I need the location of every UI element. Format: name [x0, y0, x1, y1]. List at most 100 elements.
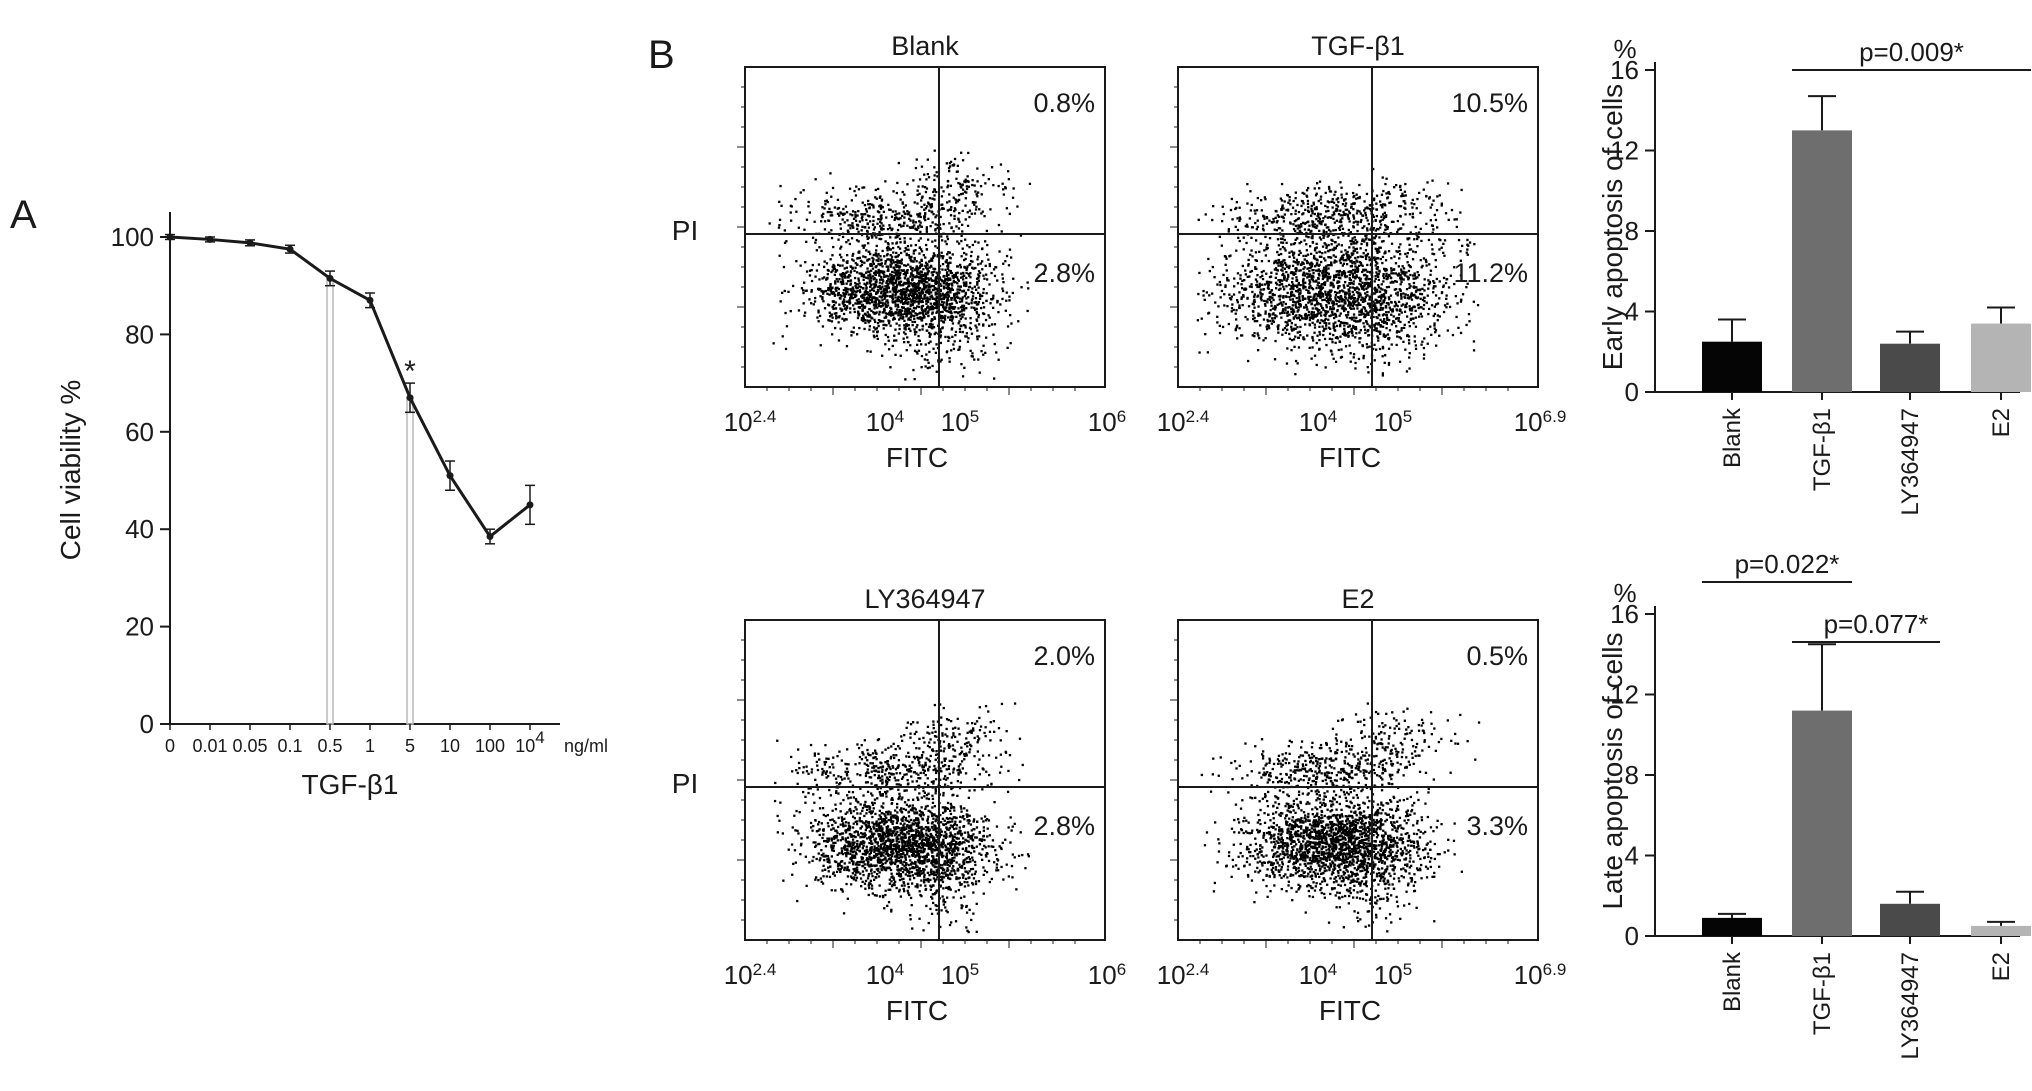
- flow-plot: TGF-β1 10.5% 11.2% 102.4 104 105 106.9 FITC: [1157, 31, 1567, 473]
- x-tick-label: 0.5: [317, 736, 342, 756]
- y-tick-label: 80: [125, 319, 154, 349]
- x-unit-label: ng/ml: [564, 736, 608, 756]
- lower-right-percent: 2.8%: [1033, 258, 1095, 288]
- x-tick-label: 0: [165, 736, 175, 756]
- p-value-label: p=0.009*: [1859, 37, 1964, 67]
- x-axis-title: FITC: [886, 442, 948, 473]
- y-tick-label: 8: [1625, 216, 1639, 246]
- y-tick-label: 20: [125, 612, 154, 642]
- bar: [1971, 323, 2031, 392]
- x-tick-label: 104: [1299, 960, 1337, 991]
- x-tick-label: 100: [475, 736, 505, 756]
- x-axis-title: FITC: [886, 995, 948, 1026]
- x-tick-label: 105: [941, 407, 979, 438]
- plot-title: TGF-β1: [1311, 31, 1405, 61]
- x-tick-label: 104: [1299, 407, 1337, 438]
- y-tick-label: 60: [125, 417, 154, 447]
- bar: [1880, 903, 1940, 936]
- bar: [1702, 341, 1762, 392]
- flow-plot: Blank 0.8% 2.8% 102.4 104 105 106 FITC PI: [672, 31, 1126, 473]
- x-tick-label: 102.4: [1157, 407, 1210, 438]
- x-tick-label: E2: [1988, 408, 2015, 437]
- x-tick-label: 0.01: [192, 736, 227, 756]
- panel-letter-a: A: [10, 193, 37, 237]
- plot-title: E2: [1341, 584, 1374, 614]
- y-tick-label: 12: [1610, 136, 1639, 166]
- dose-guide-bar: [326, 277, 334, 725]
- x-tick-label: TGF-β1: [1809, 408, 1836, 491]
- late-apoptosis-bar-chart: 0 4 8 12 16% Blank TGF-β1 LY364947 E2 p=0.022* p=0…: [1597, 549, 2031, 1060]
- data-point: [286, 245, 294, 253]
- bar: [1880, 343, 1940, 392]
- x-axis-title: FITC: [1319, 442, 1381, 473]
- event-dots: [768, 149, 1046, 381]
- viability-series-line: [169, 235, 531, 539]
- bar: [1702, 917, 1762, 936]
- y-tick-label: 4: [1625, 841, 1639, 871]
- event-dots: [773, 702, 1030, 934]
- x-tick-label: Blank: [1719, 951, 1746, 1012]
- y-tick-label: 0: [140, 709, 154, 739]
- lower-right-percent: 11.2%: [1453, 258, 1528, 288]
- plot-title: Blank: [891, 31, 959, 61]
- x-tick-label: 105: [941, 960, 979, 991]
- y-tick-label: 16: [1610, 55, 1639, 85]
- x-tick-label: TGF-β1: [1809, 952, 1836, 1035]
- y-tick-label: 4: [1625, 297, 1639, 327]
- y-axis-title: Early apoptosis of cells: [1597, 84, 1628, 370]
- x-tick-label: 102.4: [724, 960, 777, 991]
- data-point: [326, 274, 334, 282]
- y-unit-label: %: [1613, 34, 1636, 64]
- event-dots: [1196, 167, 1480, 377]
- x-tick-label: 106.9: [1514, 407, 1567, 438]
- data-point: [366, 296, 374, 304]
- lower-right-percent: 2.8%: [1033, 811, 1095, 841]
- bar: [1792, 130, 1852, 392]
- x-tick-label: 0.1: [277, 736, 302, 756]
- data-point: [246, 239, 254, 247]
- flow-cytometry-plots: Blank 0.8% 2.8% 102.4 104 105 106 FITC PI TGF-β1 1…: [672, 31, 1567, 1026]
- x-tick-label: 106: [1088, 960, 1126, 991]
- y-unit-label: %: [1613, 578, 1636, 608]
- x-axis-title: FITC: [1319, 995, 1381, 1026]
- data-point: [446, 472, 454, 480]
- data-point: [486, 533, 494, 541]
- significance-marker: *: [404, 355, 416, 388]
- x-tick-label: LY364947: [1897, 408, 1924, 516]
- y-tick-label: 0: [1625, 921, 1639, 951]
- plot-title: LY364947: [864, 584, 985, 614]
- x-tick-label: 0.05: [232, 736, 267, 756]
- dose-guide-bar: [406, 396, 414, 725]
- event-dots: [1200, 702, 1481, 933]
- p-value-label: p=0.077*: [1824, 609, 1929, 639]
- x-tick-label: 5: [405, 736, 415, 756]
- flow-plot: LY364947 2.0% 2.8% 102.4 104 105 106 FITC PI: [672, 584, 1126, 1026]
- x-axis-title: TGF-β1: [302, 769, 399, 800]
- x-tick-label: 106: [1088, 407, 1126, 438]
- x-tick-label: 1: [365, 736, 375, 756]
- upper-right-percent: 10.5%: [1451, 88, 1528, 118]
- x-tick-label: 10: [440, 736, 460, 756]
- x-tick-label: 102.4: [1157, 960, 1210, 991]
- bar: [1971, 925, 2031, 936]
- x-tick-label: 104: [866, 407, 904, 438]
- upper-right-percent: 0.8%: [1033, 88, 1095, 118]
- p-value-label: p=0.022*: [1735, 549, 1840, 579]
- early-apoptosis-bar-chart: 0 4 8 12 16% Blank TGF-β1 LY364947 E2 p=0.009* Ear…: [1597, 34, 2031, 516]
- y-tick-label: 8: [1625, 760, 1639, 790]
- data-point: [526, 501, 534, 509]
- lower-right-percent: 3.3%: [1466, 811, 1528, 841]
- data-point: [206, 235, 214, 243]
- y-axis-title: Late apoptosis of cells: [1597, 632, 1628, 909]
- panel-letter-b: B: [648, 33, 675, 77]
- data-point: [166, 233, 174, 241]
- y-tick-label: 40: [125, 514, 154, 544]
- x-tick-label: 106.9: [1514, 960, 1567, 991]
- y-tick-label: 0: [1625, 377, 1639, 407]
- upper-right-percent: 0.5%: [1466, 641, 1528, 671]
- x-tick-label: 104: [866, 960, 904, 991]
- x-tick-label: 105: [1374, 960, 1412, 991]
- x-tick-label: Blank: [1719, 407, 1746, 468]
- data-point: [406, 394, 414, 402]
